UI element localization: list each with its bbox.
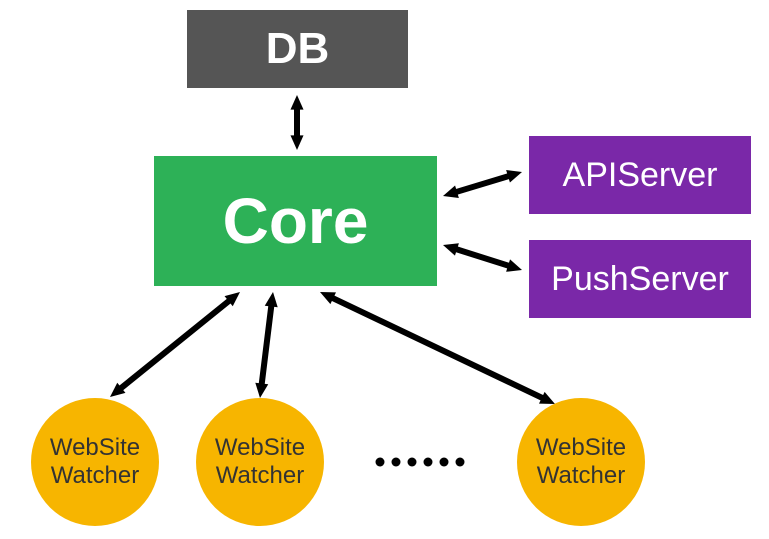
arrowhead-push: [506, 259, 522, 271]
arrowhead-db: [290, 95, 303, 110]
node-w1-label: WebSite Watcher: [50, 434, 140, 489]
arrowhead-w2: [255, 383, 268, 398]
node-core-label: Core: [223, 189, 369, 253]
arrowhead-core: [320, 292, 336, 304]
ellipsis-dot: [392, 458, 401, 467]
arrowhead-w1: [110, 383, 125, 397]
arrowhead-core: [290, 135, 303, 150]
arrowhead-core: [225, 292, 240, 306]
ellipsis-dot: [376, 458, 385, 467]
node-w3-label: WebSite Watcher: [536, 434, 626, 489]
node-api: APIServer: [529, 136, 751, 214]
node-w3: WebSite Watcher: [517, 398, 645, 526]
node-db-label: DB: [266, 27, 330, 71]
node-w2: WebSite Watcher: [196, 398, 324, 526]
ellipsis-dot: [456, 458, 465, 467]
ellipsis-dot: [424, 458, 433, 467]
arrowhead-api: [506, 170, 522, 182]
arrowhead-core: [443, 243, 459, 255]
node-w2-label: WebSite Watcher: [215, 434, 305, 489]
node-push: PushServer: [529, 240, 751, 318]
edge-core-w3: [328, 296, 547, 400]
node-api-label: APIServer: [563, 158, 718, 192]
edge-core-w2: [261, 301, 272, 390]
node-db: DB: [187, 10, 408, 88]
edge-core-w1: [117, 298, 233, 392]
ellipsis-dot: [440, 458, 449, 467]
node-core: Core: [154, 156, 437, 286]
node-push-label: PushServer: [551, 262, 729, 296]
arrowhead-w3: [539, 392, 555, 404]
node-w1: WebSite Watcher: [31, 398, 159, 526]
edge-core-api: [451, 175, 513, 194]
edge-core-push: [451, 248, 513, 268]
arrowhead-core: [265, 292, 278, 307]
arrowhead-core: [443, 186, 459, 198]
ellipsis-dot: [408, 458, 417, 467]
